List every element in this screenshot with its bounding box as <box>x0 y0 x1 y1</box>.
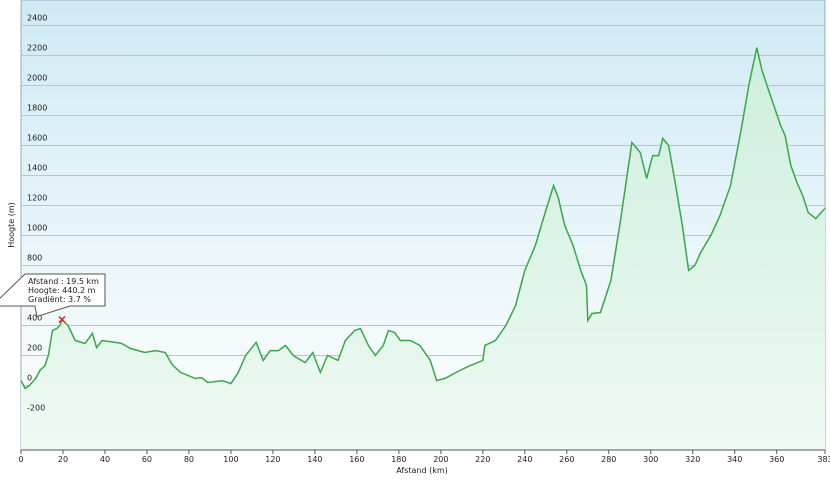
tooltip-line: Hoogte: 440.2 m <box>28 286 96 295</box>
elevation-line <box>20 47 826 390</box>
x-tick-label: 140 <box>307 455 322 464</box>
x-tick-label: 383 <box>817 455 830 464</box>
tooltip-box <box>0 273 106 318</box>
x-tick-label: 180 <box>391 455 406 464</box>
hover-marker <box>58 315 66 324</box>
y-tick-label: 1800 <box>27 104 47 113</box>
x-tick-label: 0 <box>18 455 23 464</box>
y-tick-label: 200 <box>27 344 42 353</box>
x-tick-label: 120 <box>265 455 280 464</box>
y-tick-label: 2200 <box>27 44 47 53</box>
x-tick-label: 320 <box>685 455 700 464</box>
y-tick-label: 1200 <box>27 194 47 203</box>
x-tick-label: 280 <box>601 455 616 464</box>
x-tick-label: 20 <box>58 455 68 464</box>
x-tick-label: 60 <box>142 455 152 464</box>
y-tick-label: 1000 <box>27 224 47 233</box>
area <box>21 47 825 450</box>
x-tick-label: 100 <box>223 455 238 464</box>
y-tick-label: 800 <box>27 254 42 263</box>
x-tick-label: 160 <box>349 455 364 464</box>
y-tick-label: 1600 <box>27 134 47 143</box>
y-tick-label: -200 <box>27 404 45 413</box>
y-tick-label: 0 <box>27 374 32 383</box>
x-axis-label: Afstand (km) <box>396 466 448 475</box>
y-tick-label: 1400 <box>27 164 47 173</box>
x-tick-label: 40 <box>100 455 110 464</box>
x-tick-label: 340 <box>727 455 742 464</box>
x-tick-label: 300 <box>643 455 658 464</box>
x-tick-label: 80 <box>184 455 194 464</box>
tooltip-line: Gradiënt: 3.7 % <box>28 295 91 304</box>
x-tick-label: 360 <box>769 455 784 464</box>
y-tick-label: 2000 <box>27 74 47 83</box>
y-axis-label: Hoogte (m) <box>7 202 16 248</box>
x-tick-label: 240 <box>517 455 532 464</box>
y-tick-label: 2400 <box>27 14 47 23</box>
y-tick-label: 400 <box>27 314 42 323</box>
tooltip-line: Afstand : 19.5 km <box>28 277 99 286</box>
x-tick-label: 260 <box>559 455 574 464</box>
x-tick-label: 220 <box>475 455 490 464</box>
x-tick-label: 200 <box>433 455 448 464</box>
